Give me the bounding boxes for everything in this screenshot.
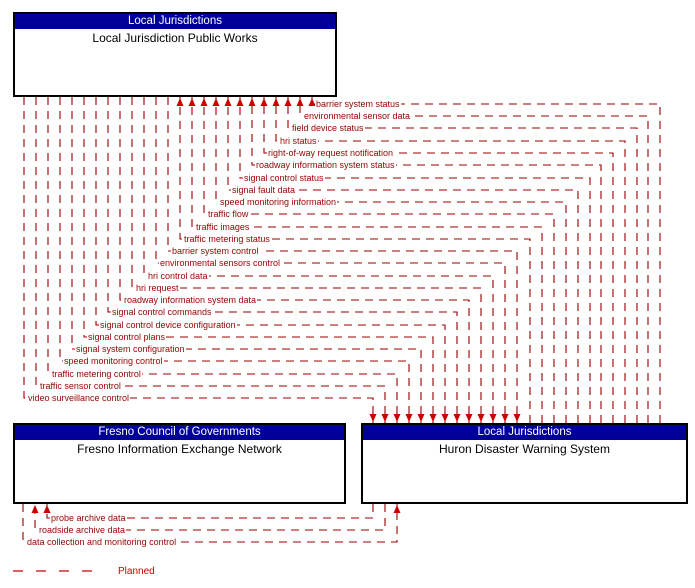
flow-arrowhead bbox=[200, 98, 208, 106]
node-title: Fresno Information Exchange Network bbox=[77, 442, 282, 456]
flow-arrowhead bbox=[224, 98, 232, 106]
flow-label: traffic flow bbox=[207, 209, 250, 219]
flow-arrowhead bbox=[477, 414, 485, 422]
flow-arrowhead bbox=[405, 414, 413, 422]
node-title: Local Jurisdiction Public Works bbox=[92, 31, 258, 45]
flow-label: signal system configuration bbox=[75, 344, 186, 354]
flow-label: traffic metering control bbox=[51, 369, 142, 379]
flow-label: speed monitoring control bbox=[63, 356, 164, 366]
flow-arrowhead bbox=[417, 414, 425, 422]
flow-label: barrier system control bbox=[171, 246, 260, 256]
node-header: Fresno Council of Governments bbox=[15, 425, 344, 440]
node-header: Local Jurisdictions bbox=[363, 425, 686, 440]
flow-line bbox=[299, 97, 649, 423]
node-title: Huron Disaster Warning System bbox=[439, 442, 610, 456]
flow-line bbox=[311, 97, 661, 423]
flow-arrowhead bbox=[489, 414, 497, 422]
flow-arrowhead bbox=[43, 505, 51, 513]
flow-label: roadway information system status bbox=[255, 160, 396, 170]
flow-label: signal control device configuration bbox=[99, 320, 237, 330]
flow-label: video surveillance control bbox=[27, 393, 131, 403]
node-header: Local Jurisdictions bbox=[15, 14, 335, 29]
flow-label: data collection and monitoring control bbox=[26, 537, 178, 547]
flow-label: right-of-way request notification bbox=[267, 148, 395, 158]
flow-arrowhead bbox=[393, 414, 401, 422]
flow-arrowhead bbox=[212, 98, 220, 106]
flow-label: signal control plans bbox=[87, 332, 167, 342]
flow-label: barrier system status bbox=[315, 99, 401, 109]
flow-label: environmental sensors control bbox=[159, 258, 282, 268]
flow-arrowhead bbox=[284, 98, 292, 106]
flow-arrowhead bbox=[501, 414, 509, 422]
flow-arrowhead bbox=[248, 98, 256, 106]
flow-label: probe archive data bbox=[50, 513, 127, 523]
flow-label: speed monitoring information bbox=[219, 197, 338, 207]
flow-arrowhead bbox=[296, 98, 304, 106]
flow-arrowhead bbox=[441, 414, 449, 422]
flow-label: field device status bbox=[291, 123, 365, 133]
flow-arrowhead bbox=[465, 414, 473, 422]
flow-label: roadway information system data bbox=[123, 295, 258, 305]
flow-arrowhead bbox=[393, 505, 401, 513]
flow-arrowhead bbox=[453, 414, 461, 422]
flow-label: signal control status bbox=[243, 173, 325, 183]
flow-label: traffic metering status bbox=[183, 234, 271, 244]
flow-label: hri request bbox=[135, 283, 180, 293]
flow-line bbox=[287, 97, 638, 423]
node-fresno-information-exchange-network[interactable]: Fresno Council of Governments Fresno Inf… bbox=[13, 423, 346, 504]
flow-arrowhead bbox=[188, 98, 196, 106]
flow-label: environmental sensor data bbox=[303, 111, 412, 121]
flow-line bbox=[275, 97, 626, 423]
flow-arrowhead bbox=[513, 414, 521, 422]
flow-arrowhead bbox=[369, 414, 377, 422]
flow-arrowhead bbox=[31, 505, 39, 513]
node-huron-disaster-warning-system[interactable]: Local Jurisdictions Huron Disaster Warni… bbox=[361, 423, 688, 504]
flow-label: signal control commands bbox=[111, 307, 213, 317]
flow-arrowhead bbox=[176, 98, 184, 106]
node-local-jurisdiction-public-works[interactable]: Local Jurisdictions Local Jurisdiction P… bbox=[13, 12, 337, 97]
flow-label: signal fault data bbox=[231, 185, 297, 195]
legend-planned-label: Planned bbox=[118, 566, 155, 577]
flow-label: traffic images bbox=[195, 222, 251, 232]
flow-label: traffic sensor control bbox=[39, 381, 122, 391]
flow-label: roadside archive data bbox=[38, 525, 127, 535]
flow-arrowhead bbox=[381, 414, 389, 422]
flow-label: hri status bbox=[279, 136, 318, 146]
flow-arrowhead bbox=[272, 98, 280, 106]
flow-arrowhead bbox=[236, 98, 244, 106]
flow-label: hri control data bbox=[147, 271, 209, 281]
flow-arrowhead bbox=[260, 98, 268, 106]
flow-arrowhead bbox=[429, 414, 437, 422]
